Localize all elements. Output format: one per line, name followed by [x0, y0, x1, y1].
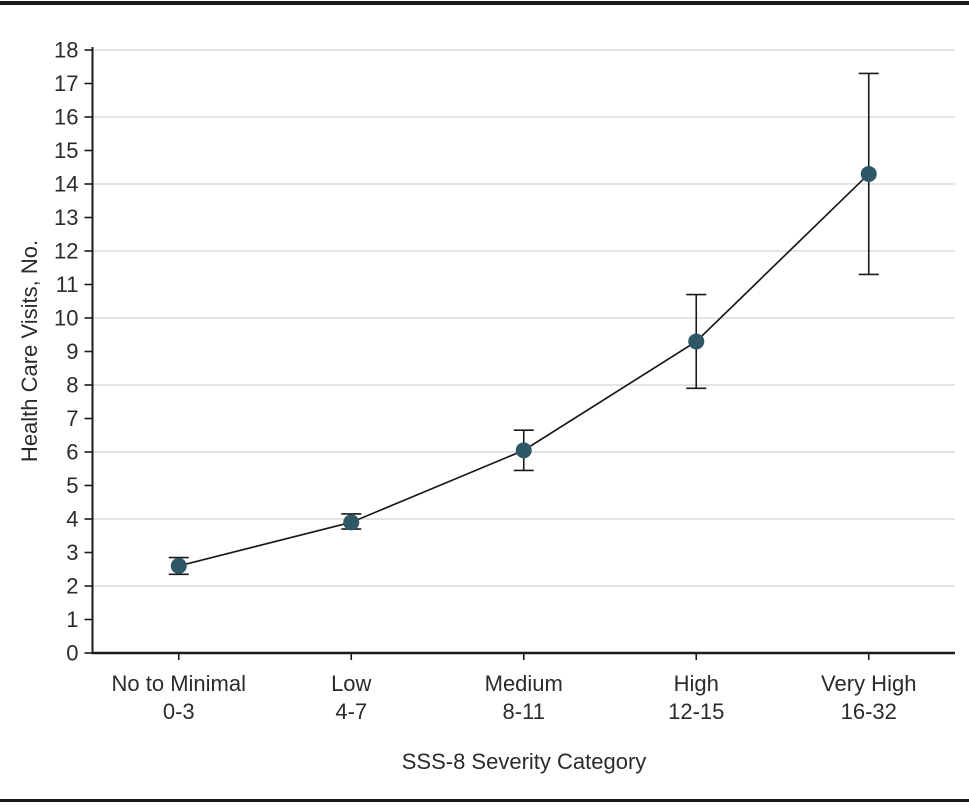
y-tick-label: 16	[54, 105, 78, 130]
x-category-label: Low	[331, 671, 371, 696]
y-tick-label: 6	[66, 440, 78, 465]
data-point	[860, 165, 877, 182]
y-axis-title: Health Care Visits, No.	[17, 239, 42, 463]
bottom-rule	[0, 799, 969, 802]
data-point	[170, 557, 187, 574]
y-tick-label: 0	[66, 641, 78, 666]
y-tick-label: 10	[54, 306, 78, 331]
y-tick-label: 2	[66, 574, 78, 599]
y-tick-label: 3	[66, 540, 78, 565]
x-category-range: 8-11	[503, 699, 545, 724]
y-tick-label: 9	[66, 339, 78, 364]
x-category-range: 0-3	[163, 699, 195, 724]
x-category-label: Very High	[821, 671, 916, 696]
y-tick-label: 5	[66, 473, 78, 498]
y-tick-label: 17	[54, 71, 78, 96]
y-tick-label: 18	[54, 38, 78, 63]
data-point	[688, 333, 705, 350]
y-tick-label: 12	[54, 239, 78, 264]
data-point	[515, 442, 532, 459]
x-category-label: Medium	[485, 671, 563, 696]
series-line	[178, 173, 870, 567]
y-tick-label: 1	[66, 607, 78, 632]
y-tick-label: 8	[66, 373, 78, 398]
x-category-range: 12-15	[668, 699, 724, 724]
x-category-range: 4-7	[335, 699, 367, 724]
x-axis-title: SSS-8 Severity Category	[401, 749, 647, 774]
data-point	[343, 514, 360, 531]
top-rule	[0, 1, 969, 5]
y-tick-label: 7	[66, 406, 78, 431]
y-tick-label: 11	[56, 272, 79, 297]
y-tick-label: 4	[66, 507, 78, 532]
y-tick-label: 15	[54, 138, 78, 163]
x-category-label: No to Minimal	[112, 671, 246, 696]
y-tick-label: 13	[54, 205, 78, 230]
x-category-label: High	[674, 671, 719, 696]
x-category-range: 16-32	[841, 699, 897, 724]
y-tick-label: 14	[54, 172, 78, 197]
